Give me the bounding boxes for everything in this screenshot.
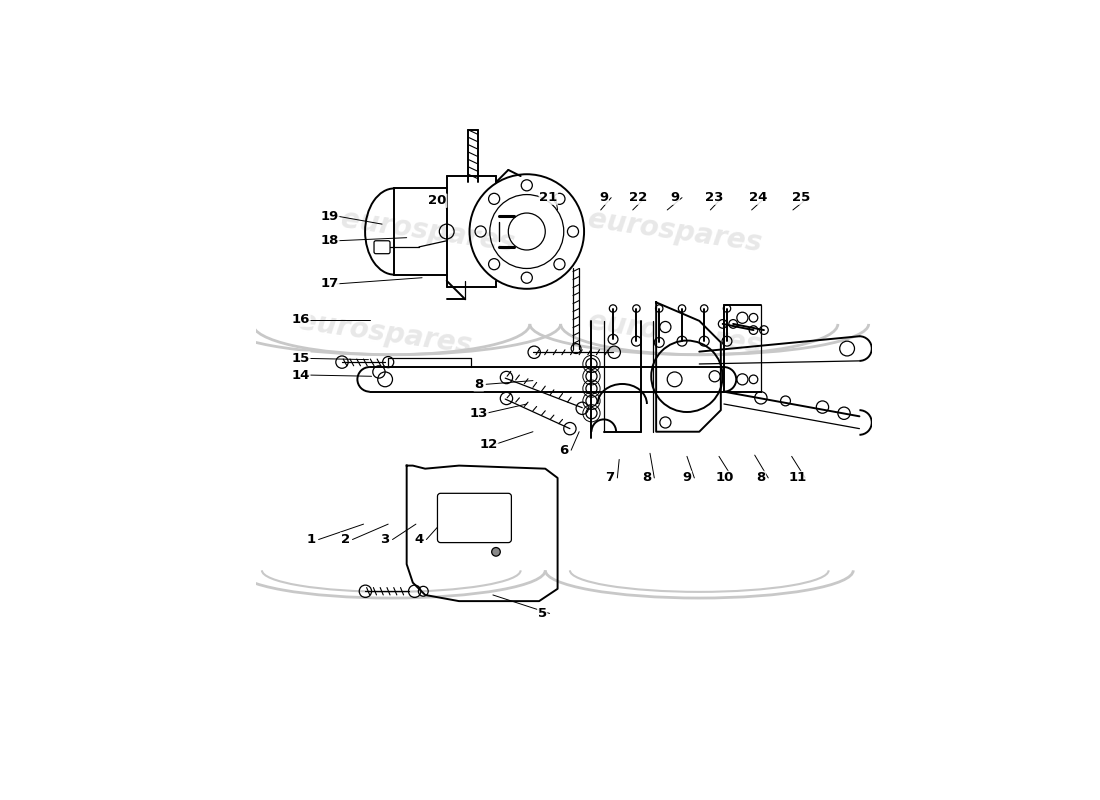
Text: 7: 7 — [605, 471, 615, 485]
Text: 20: 20 — [428, 194, 447, 207]
Text: 13: 13 — [470, 406, 488, 420]
Text: 2: 2 — [341, 533, 350, 546]
Text: eurospares: eurospares — [586, 307, 763, 359]
Text: 1: 1 — [307, 533, 316, 546]
Text: 23: 23 — [705, 191, 724, 204]
Circle shape — [492, 547, 500, 556]
FancyBboxPatch shape — [438, 494, 512, 542]
Text: 16: 16 — [292, 313, 310, 326]
Polygon shape — [656, 302, 721, 432]
Text: 9: 9 — [600, 191, 608, 204]
Text: 25: 25 — [792, 191, 810, 204]
Text: 6: 6 — [559, 444, 569, 457]
Text: 5: 5 — [538, 607, 547, 620]
Text: 8: 8 — [474, 378, 483, 390]
Text: 8: 8 — [756, 471, 766, 485]
Text: eurospares: eurospares — [296, 307, 474, 359]
Text: 3: 3 — [381, 533, 389, 546]
Text: eurospares: eurospares — [586, 206, 763, 258]
Text: 14: 14 — [292, 369, 310, 382]
Text: 11: 11 — [789, 471, 807, 485]
FancyBboxPatch shape — [374, 241, 390, 254]
Text: 22: 22 — [628, 191, 647, 204]
Polygon shape — [407, 466, 558, 601]
Text: 12: 12 — [480, 438, 497, 450]
Text: eurospares: eurospares — [340, 206, 517, 258]
Text: 9: 9 — [670, 191, 679, 204]
Text: 15: 15 — [292, 352, 310, 365]
Text: 9: 9 — [682, 471, 692, 485]
Text: 21: 21 — [539, 191, 558, 204]
Text: 19: 19 — [320, 210, 339, 222]
Text: 18: 18 — [320, 234, 339, 247]
Text: 17: 17 — [320, 278, 339, 290]
Text: 4: 4 — [415, 533, 424, 546]
Text: 10: 10 — [716, 471, 735, 485]
Text: 24: 24 — [749, 191, 767, 204]
Text: 8: 8 — [642, 471, 651, 485]
